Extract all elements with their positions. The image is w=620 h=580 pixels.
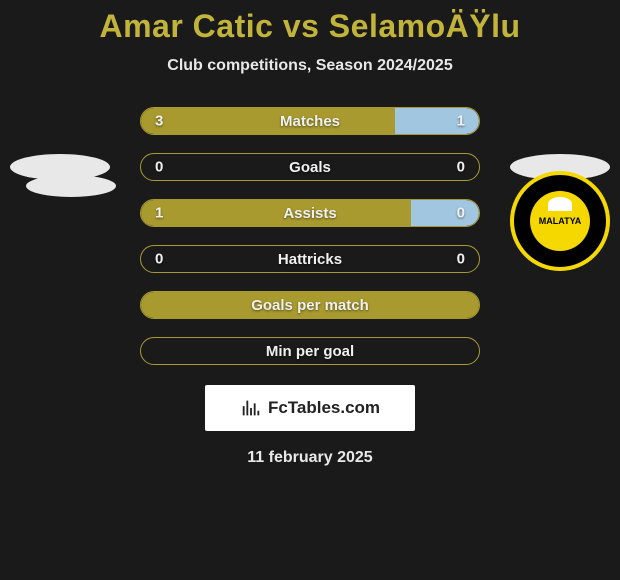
date-label: 11 february 2025 [0, 449, 620, 467]
stat-value-right: 0 [457, 251, 465, 268]
stat-label: Goals per match [251, 297, 369, 314]
stat-fill-right [411, 200, 479, 226]
stat-fill-left [141, 108, 395, 134]
stat-rows: 3 1 Matches 0 0 Goals 1 0 Assists 0 0 Hattricks Goal… [140, 107, 480, 365]
stat-fill-left [141, 200, 411, 226]
stat-fill-right [395, 108, 480, 134]
stat-value-right: 0 [457, 159, 465, 176]
stat-bar: 1 0 Assists [140, 199, 480, 227]
stat-value-right: 1 [457, 113, 465, 130]
stat-label: Matches [280, 113, 340, 130]
chart-icon [240, 397, 262, 419]
ellipse-icon [26, 175, 116, 197]
stat-bar: 0 0 Hattricks [140, 245, 480, 273]
stat-label: Min per goal [266, 343, 354, 360]
club-badge-label: MALATYA [530, 191, 590, 251]
player-left-placeholder [10, 117, 110, 217]
stat-bar: Min per goal [140, 337, 480, 365]
stat-bar: Goals per match [140, 291, 480, 319]
page-title: Amar Catic vs SelamoÄŸlu [0, 8, 620, 45]
stat-value-left: 3 [155, 113, 163, 130]
stat-bar: 0 0 Goals [140, 153, 480, 181]
stat-label: Hattricks [278, 251, 342, 268]
stat-value-left: 0 [155, 251, 163, 268]
stat-value-right: 0 [457, 205, 465, 222]
stat-label: Goals [289, 159, 331, 176]
page-subtitle: Club competitions, Season 2024/2025 [0, 57, 620, 75]
page-root: Amar Catic vs SelamoÄŸlu Club competitio… [0, 0, 620, 580]
source-logo-text: FcTables.com [268, 398, 380, 418]
content-area: MALATYA 3 1 Matches 0 0 Goals 1 0 Assists 0 0 Hattr… [0, 107, 620, 467]
stat-label: Assists [283, 205, 336, 222]
source-logo-card[interactable]: FcTables.com [205, 385, 415, 431]
stat-bar: 3 1 Matches [140, 107, 480, 135]
stat-value-left: 0 [155, 159, 163, 176]
club-badge-right: MALATYA [510, 171, 610, 271]
stat-value-left: 1 [155, 205, 163, 222]
